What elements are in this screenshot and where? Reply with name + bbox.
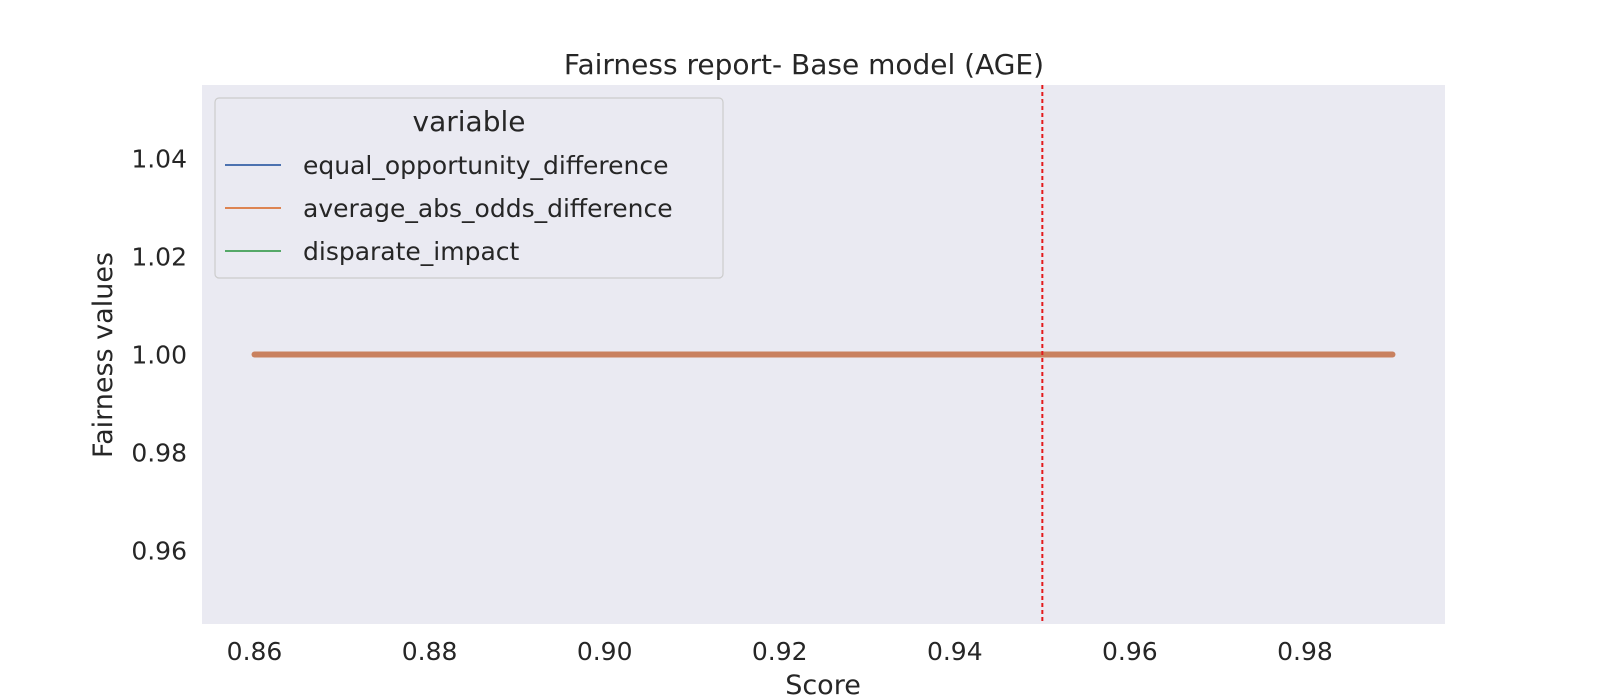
y-tick-label: 1.02 <box>131 243 187 272</box>
x-tick-label: 0.96 <box>1102 637 1158 666</box>
y-tick-label: 0.96 <box>131 537 187 566</box>
x-tick-label: 0.88 <box>402 637 458 666</box>
y-tick-label: 1.00 <box>131 341 187 370</box>
y-axis-title: Fairness values <box>88 252 119 458</box>
y-axis: 0.96 0.98 1.00 1.02 1.04 <box>131 145 187 566</box>
y-tick-label: 0.98 <box>131 439 187 468</box>
x-tick-label: 0.90 <box>577 637 633 666</box>
legend-label: equal_opportunity_difference <box>303 151 669 180</box>
x-tick-label: 0.86 <box>227 637 283 666</box>
x-axis: 0.86 0.88 0.90 0.92 0.94 0.96 0.98 <box>227 637 1333 666</box>
legend-title: variable <box>413 105 526 138</box>
x-tick-label: 0.94 <box>927 637 983 666</box>
chart-title: Fairness report- Base model (AGE) <box>564 48 1044 81</box>
legend-box <box>214 97 724 279</box>
x-tick-label: 0.92 <box>752 637 808 666</box>
x-axis-title: Score <box>785 670 861 700</box>
legend-label: disparate_impact <box>303 237 520 266</box>
legend-label: average_abs_odds_difference <box>303 194 673 223</box>
legend: variable equal_opportunity_differenceave… <box>214 97 724 279</box>
y-tick-label: 1.04 <box>131 145 187 174</box>
x-tick-label: 0.98 <box>1277 637 1333 666</box>
